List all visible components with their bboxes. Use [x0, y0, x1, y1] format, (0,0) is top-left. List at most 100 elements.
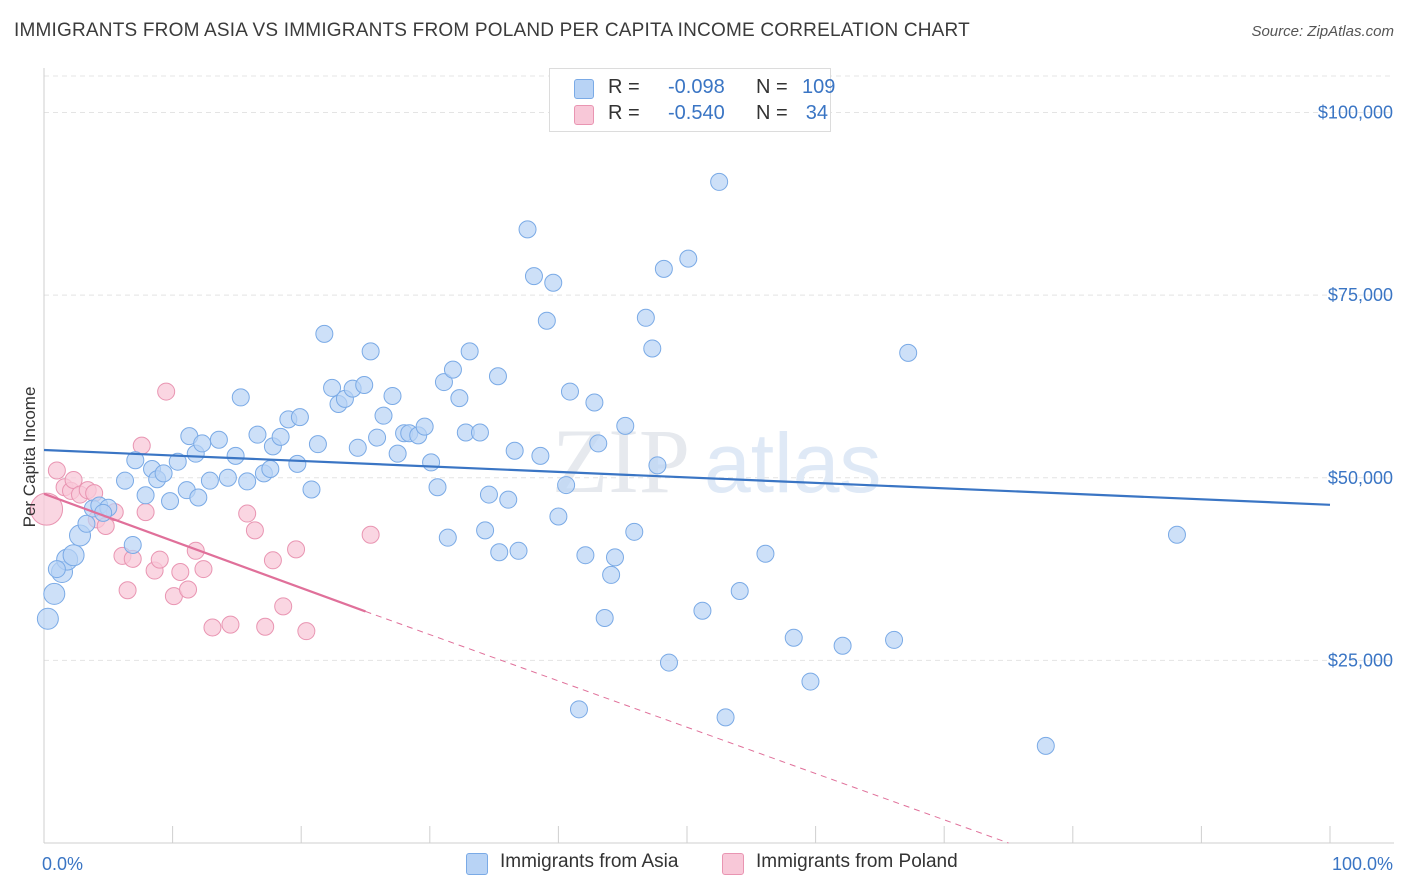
- y-tick-label: $50,000: [1328, 468, 1393, 488]
- point-asia: [654, 259, 673, 278]
- trend-line-poland: [43, 492, 366, 613]
- point-asia: [355, 375, 374, 394]
- point-asia: [524, 267, 543, 286]
- point-asia: [537, 311, 556, 330]
- legend-n-value: 34: [805, 102, 828, 124]
- point-asia: [643, 339, 662, 358]
- series-poland: [30, 382, 380, 641]
- point-poland: [179, 580, 198, 599]
- point-asia: [308, 435, 327, 454]
- correlation-legend: R = -0.098 N = 109 R = -0.540 N = 34: [549, 68, 835, 132]
- point-asia: [77, 514, 96, 533]
- point-asia: [422, 453, 441, 472]
- point-asia: [602, 565, 621, 584]
- point-asia: [833, 636, 852, 655]
- point-poland: [136, 503, 155, 522]
- point-asia: [193, 434, 212, 453]
- source-credit: Source: ZipAtlas.com: [1251, 23, 1394, 40]
- point-asia: [490, 543, 509, 562]
- point-poland: [287, 540, 306, 559]
- bottom-legend-swatch-poland: [722, 853, 744, 875]
- point-asia: [136, 486, 155, 505]
- point-poland: [238, 504, 257, 523]
- grid-lines: [44, 75, 1394, 661]
- point-asia: [383, 386, 402, 405]
- y-tick-label: $100,000: [1318, 103, 1393, 123]
- point-asia: [323, 378, 342, 397]
- point-asia: [544, 273, 563, 292]
- legend-r-value: -0.540: [668, 102, 725, 124]
- y-tick-label: $75,000: [1328, 285, 1393, 305]
- point-poland: [203, 618, 222, 637]
- point-asia: [476, 521, 495, 540]
- point-asia: [238, 472, 257, 491]
- y-axis-title: Per Capita Income: [20, 387, 39, 528]
- point-asia: [801, 672, 820, 691]
- point-asia: [479, 485, 498, 504]
- chart-title: IMMIGRANTS FROM ASIA VS IMMIGRANTS FROM …: [14, 20, 970, 41]
- point-asia: [43, 582, 66, 605]
- point-asia: [659, 653, 678, 672]
- point-asia: [560, 382, 579, 401]
- point-asia: [569, 700, 588, 719]
- point-asia: [200, 471, 219, 490]
- point-asia: [189, 488, 208, 507]
- point-asia: [288, 454, 307, 473]
- point-poland: [194, 560, 213, 579]
- axes: [43, 68, 1394, 844]
- y-tick-labels: $25,000 $50,000 $75,000 $100,000: [1318, 103, 1393, 671]
- point-asia: [168, 452, 187, 471]
- point-asia: [154, 464, 173, 483]
- point-asia: [36, 607, 59, 630]
- watermark: ZIP atlas: [552, 410, 881, 512]
- point-asia: [509, 541, 528, 560]
- point-poland: [150, 550, 169, 569]
- point-asia: [716, 708, 735, 727]
- point-asia: [1167, 525, 1186, 544]
- point-asia: [636, 308, 655, 327]
- legend-n-label: N =: [756, 76, 788, 98]
- point-asia: [557, 476, 576, 495]
- point-asia: [784, 628, 803, 647]
- point-poland: [30, 492, 64, 526]
- point-poland: [361, 525, 380, 544]
- point-asia: [361, 342, 380, 361]
- point-asia: [47, 560, 66, 579]
- point-asia: [126, 451, 145, 470]
- x-tick-label-max: 100.0%: [1332, 854, 1393, 874]
- legend-swatch-poland: [574, 105, 594, 125]
- point-asia: [374, 406, 393, 425]
- legend-swatch-asia: [574, 79, 594, 99]
- point-asia: [248, 425, 267, 444]
- x-tick-label-min: 0.0%: [42, 854, 83, 874]
- point-poland: [263, 551, 282, 570]
- legend-r-label: R =: [608, 102, 640, 124]
- point-poland: [256, 617, 275, 636]
- point-asia: [290, 408, 309, 427]
- point-asia: [899, 343, 918, 362]
- point-asia: [730, 581, 749, 600]
- trend-line-asia: [43, 448, 1331, 506]
- point-asia: [648, 456, 667, 475]
- point-asia: [756, 544, 775, 563]
- point-asia: [576, 546, 595, 565]
- point-asia: [885, 630, 904, 649]
- point-asia: [505, 441, 524, 460]
- point-asia: [443, 360, 462, 379]
- point-asia: [1036, 736, 1055, 755]
- point-asia: [161, 492, 180, 511]
- point-asia: [226, 446, 245, 465]
- point-poland: [186, 541, 205, 560]
- point-asia: [518, 220, 537, 239]
- point-poland: [245, 521, 264, 540]
- point-asia: [348, 438, 367, 457]
- point-asia: [434, 373, 453, 392]
- point-asia: [368, 428, 387, 447]
- point-asia: [415, 417, 434, 436]
- point-asia: [450, 389, 469, 408]
- legend-r-value: -0.098: [668, 76, 725, 98]
- trend-line-poland-extension: [365, 610, 1009, 844]
- point-asia: [218, 468, 237, 487]
- point-asia: [595, 609, 614, 628]
